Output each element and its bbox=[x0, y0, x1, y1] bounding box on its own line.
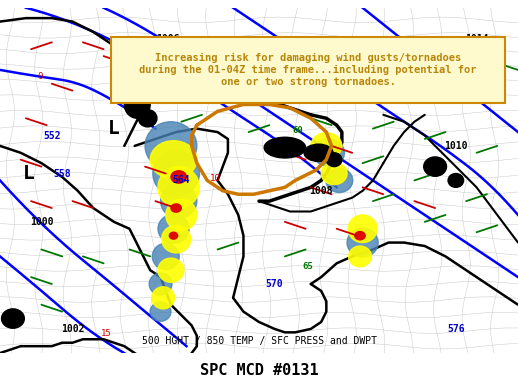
Text: 552: 552 bbox=[43, 130, 61, 140]
Ellipse shape bbox=[311, 133, 342, 159]
Ellipse shape bbox=[448, 173, 464, 187]
Text: 576: 576 bbox=[447, 324, 465, 334]
Ellipse shape bbox=[158, 258, 184, 282]
Text: Increasing risk for damaging wind gusts/tornadoes
during the 01-04Z time frame..: Increasing risk for damaging wind gusts/… bbox=[139, 53, 477, 87]
Text: 1002: 1002 bbox=[61, 324, 84, 334]
Text: 10: 10 bbox=[210, 174, 220, 183]
Text: 558: 558 bbox=[53, 168, 71, 178]
Ellipse shape bbox=[161, 184, 197, 218]
Ellipse shape bbox=[347, 228, 378, 257]
Text: 1006: 1006 bbox=[156, 34, 180, 44]
Ellipse shape bbox=[326, 153, 342, 166]
Ellipse shape bbox=[158, 166, 199, 208]
Ellipse shape bbox=[158, 214, 189, 243]
Text: 1014: 1014 bbox=[465, 34, 488, 44]
Ellipse shape bbox=[138, 110, 157, 127]
Ellipse shape bbox=[166, 199, 197, 230]
Ellipse shape bbox=[152, 287, 175, 309]
Ellipse shape bbox=[162, 225, 191, 253]
Ellipse shape bbox=[348, 215, 377, 242]
FancyBboxPatch shape bbox=[111, 37, 505, 103]
Ellipse shape bbox=[124, 91, 150, 118]
Text: 65: 65 bbox=[303, 262, 313, 271]
Ellipse shape bbox=[2, 309, 24, 328]
Text: 0: 0 bbox=[38, 72, 43, 81]
Ellipse shape bbox=[153, 151, 199, 196]
Text: L: L bbox=[23, 164, 34, 183]
Ellipse shape bbox=[171, 204, 181, 212]
Ellipse shape bbox=[355, 232, 365, 240]
Ellipse shape bbox=[304, 144, 333, 161]
Ellipse shape bbox=[313, 139, 344, 166]
Ellipse shape bbox=[152, 243, 179, 270]
Text: SPC MCD #0131: SPC MCD #0131 bbox=[199, 363, 319, 378]
Text: 564: 564 bbox=[172, 175, 190, 185]
Ellipse shape bbox=[349, 246, 371, 267]
Ellipse shape bbox=[150, 302, 171, 321]
Ellipse shape bbox=[424, 157, 447, 176]
Ellipse shape bbox=[169, 232, 178, 239]
Ellipse shape bbox=[264, 137, 306, 158]
Ellipse shape bbox=[321, 163, 347, 185]
Text: 570: 570 bbox=[266, 279, 283, 289]
Ellipse shape bbox=[150, 141, 197, 179]
Text: 1000: 1000 bbox=[30, 217, 53, 227]
Text: 1008: 1008 bbox=[309, 186, 333, 196]
Ellipse shape bbox=[326, 168, 353, 192]
Text: 15: 15 bbox=[101, 329, 111, 338]
Text: 1010: 1010 bbox=[444, 141, 468, 151]
Text: L: L bbox=[108, 119, 120, 138]
Ellipse shape bbox=[149, 273, 172, 295]
Ellipse shape bbox=[171, 171, 186, 183]
Text: 500 HGHT / 850 TEMP / SFC PRESS and DWPT: 500 HGHT / 850 TEMP / SFC PRESS and DWPT bbox=[141, 336, 377, 346]
Text: 60: 60 bbox=[293, 126, 303, 135]
Ellipse shape bbox=[145, 122, 197, 170]
